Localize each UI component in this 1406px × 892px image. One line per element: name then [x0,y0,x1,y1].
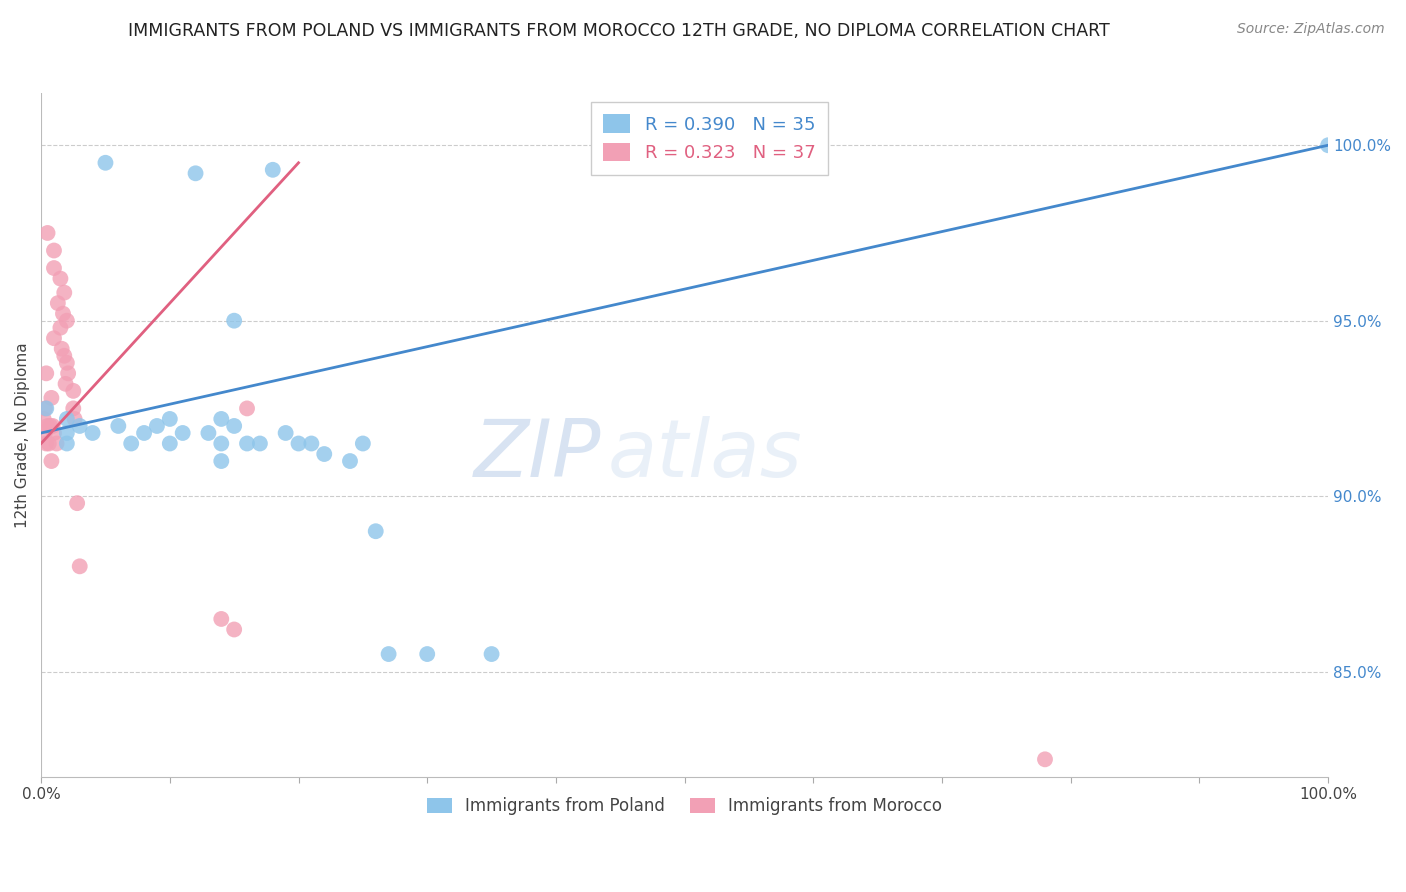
Point [209,454,232,468]
Point [287,436,309,450]
Point [35,401,58,416]
Point [46,296,69,310]
Point [159,436,181,450]
Legend: Immigrants from Poland, Immigrants from Morocco: Immigrants from Poland, Immigrants from … [419,789,950,823]
Point [69,419,91,434]
Point [42,425,65,440]
Point [314,447,336,461]
Point [42,261,65,276]
Point [249,436,271,450]
Point [32,412,55,426]
Point [262,162,284,177]
Point [39,419,62,434]
Point [55,376,77,391]
Point [37,419,59,434]
Point [53,285,76,300]
Point [38,436,60,450]
Point [107,419,129,434]
Point [63,412,86,426]
Point [49,320,72,334]
Point [41,391,63,405]
Point [120,436,142,450]
Point [159,412,181,426]
Point [45,436,67,450]
Point [62,384,84,398]
Point [184,166,207,180]
Point [35,367,58,381]
Point [352,436,374,450]
Point [299,436,322,450]
Point [34,401,56,416]
Point [1033,752,1056,766]
Point [56,314,79,328]
Text: Source: ZipAtlas.com: Source: ZipAtlas.com [1237,22,1385,37]
Point [62,401,84,416]
Point [224,419,246,434]
Text: atlas: atlas [607,417,803,494]
Point [51,342,73,356]
Point [35,436,58,450]
Point [53,349,76,363]
Point [364,524,387,539]
Point [172,425,194,440]
Point [56,356,79,370]
Point [56,425,79,440]
Point [224,314,246,328]
Point [42,244,65,258]
Point [236,401,259,416]
Point [49,271,72,285]
Y-axis label: 12th Grade, No Diploma: 12th Grade, No Diploma [15,342,30,527]
Point [197,425,219,440]
Point [339,454,361,468]
Point [82,425,104,440]
Point [377,647,399,661]
Point [52,307,75,321]
Point [37,226,59,240]
Point [34,425,56,440]
Text: IMMIGRANTS FROM POLAND VS IMMIGRANTS FROM MOROCCO 12TH GRADE, NO DIPLOMA CORRELA: IMMIGRANTS FROM POLAND VS IMMIGRANTS FRO… [128,22,1109,40]
Point [56,367,79,381]
Point [41,454,63,468]
Point [209,412,232,426]
Point [42,331,65,345]
Text: ZIP: ZIP [474,417,600,494]
Point [481,647,503,661]
Point [132,425,155,440]
Point [56,412,79,426]
Point [236,436,259,450]
Point [69,559,91,574]
Point [209,436,232,450]
Point [274,425,297,440]
Point [41,419,63,434]
Point [416,647,439,661]
Point [56,436,79,450]
Point [209,612,232,626]
Point [146,419,169,434]
Point [224,623,246,637]
Point [94,155,117,169]
Point [1317,138,1340,153]
Point [66,496,89,510]
